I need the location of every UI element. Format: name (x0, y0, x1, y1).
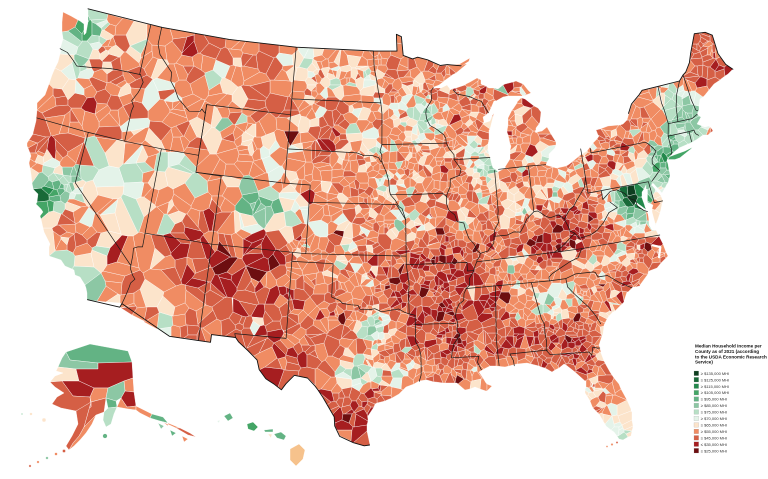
svg-text:≥ $55,000 MHI: ≥ $55,000 MHI (701, 429, 727, 434)
svg-text:≥ $125,000 MHI: ≥ $125,000 MHI (701, 377, 729, 382)
svg-text:≤ $35,000 MHI: ≤ $35,000 MHI (701, 442, 727, 447)
svg-text:≥ $75,000 MHI: ≥ $75,000 MHI (701, 410, 727, 415)
svg-text:≤ $25,000 MHI: ≤ $25,000 MHI (701, 448, 727, 453)
svg-text:Service): Service) (695, 360, 713, 365)
svg-text:≥ $115,000 MHI: ≥ $115,000 MHI (701, 384, 729, 389)
svg-text:≥ $45,000 MHI: ≥ $45,000 MHI (701, 435, 727, 440)
svg-text:≥ $85,000 MHI: ≥ $85,000 MHI (701, 403, 727, 408)
svg-text:≥ $95,000 MHI: ≥ $95,000 MHI (701, 397, 727, 402)
svg-text:≥ $105,000 MHI: ≥ $105,000 MHI (701, 390, 729, 395)
svg-text:Median Household Income per: Median Household Income per (695, 344, 762, 349)
svg-text:≥ $65,000 MHI: ≥ $65,000 MHI (701, 423, 727, 428)
svg-text:County as of 2021 (according: County as of 2021 (according (695, 349, 759, 354)
svg-text:≥ $70,000 MHI: ≥ $70,000 MHI (701, 416, 727, 421)
svg-text:≥ $135,000 MHI: ≥ $135,000 MHI (701, 371, 729, 376)
svg-text:to the USDA Economic Research: to the USDA Economic Research (695, 354, 767, 359)
